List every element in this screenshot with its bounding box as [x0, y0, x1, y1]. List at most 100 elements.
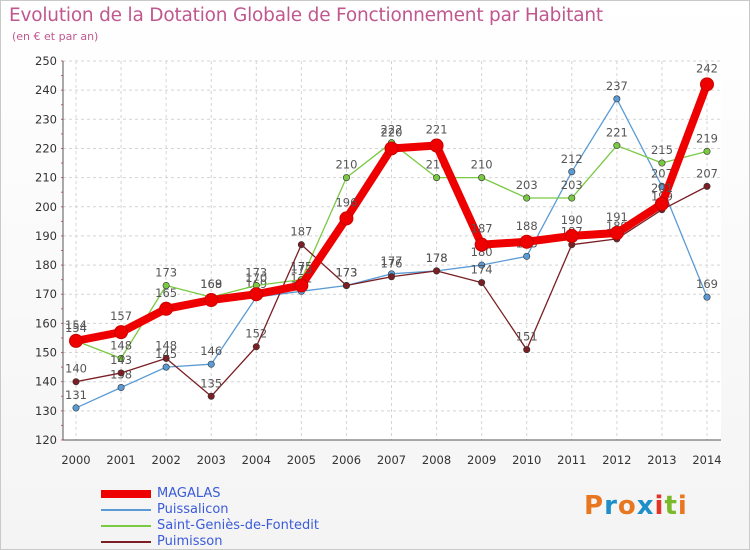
data-label: 154 [65, 321, 87, 335]
data-label: 187 [471, 222, 493, 236]
data-point [519, 234, 534, 249]
data-point [700, 77, 714, 92]
x-tick-label: 2001 [106, 453, 135, 467]
x-tick-label: 2014 [692, 453, 721, 467]
data-point [207, 360, 215, 368]
plot-area [63, 61, 721, 440]
data-label: 215 [651, 143, 673, 157]
data-point [387, 273, 395, 281]
x-tick-label: 2002 [152, 453, 181, 467]
data-label: 165 [155, 286, 177, 300]
data-point [433, 267, 441, 275]
data-point [478, 261, 486, 269]
data-label: 220 [381, 125, 403, 139]
data-point [478, 174, 486, 182]
x-tick-label: 2012 [602, 453, 631, 467]
y-tick-label: 200 [35, 200, 57, 214]
data-point [294, 278, 309, 293]
data-point [252, 343, 260, 351]
data-point [613, 142, 621, 150]
y-tick-label: 130 [35, 404, 57, 418]
legend-label: Saint-Geniès-de-Fontedit [157, 518, 319, 533]
data-label: 207 [696, 166, 718, 180]
logo-letter: r [604, 491, 618, 521]
data-label: 143 [110, 353, 132, 367]
data-point [654, 196, 669, 211]
data-label: 222 [381, 123, 403, 137]
x-tick-label: 2011 [557, 453, 586, 467]
data-label: 242 [696, 61, 718, 75]
data-point [69, 333, 83, 348]
data-point [162, 363, 170, 371]
x-tick-label: 2005 [287, 453, 316, 467]
data-label: 187 [290, 225, 312, 239]
chart-subtitle: (en € et par an) [12, 30, 99, 43]
data-label: 154 [65, 318, 87, 332]
data-label: 203 [561, 178, 583, 192]
data-point [433, 174, 441, 182]
data-label: 169 [696, 277, 718, 291]
x-tick-label: 2006 [332, 453, 361, 467]
logo-letter: x [636, 491, 655, 521]
data-label: 173 [290, 262, 312, 276]
legend-swatch [101, 490, 151, 498]
legend-swatch [101, 525, 151, 527]
data-point [564, 228, 579, 243]
data-label: 173 [245, 265, 267, 279]
data-label: 203 [516, 178, 538, 192]
data-point [523, 194, 531, 202]
logo-letter: P [584, 491, 605, 521]
data-label: 152 [245, 327, 267, 341]
x-tick-label: 2009 [467, 453, 496, 467]
chart-title: Evolution de la Dotation Globale de Fonc… [9, 5, 603, 26]
data-point [429, 138, 444, 153]
data-label: 237 [606, 79, 628, 93]
data-label: 191 [606, 210, 628, 224]
data-point [613, 95, 621, 103]
y-tick-label: 180 [35, 258, 57, 272]
data-point [162, 354, 170, 362]
data-label: 145 [155, 347, 177, 361]
y-tick-label: 240 [35, 83, 57, 97]
data-label: 169 [200, 277, 222, 291]
data-label: 173 [155, 265, 177, 279]
data-point [204, 293, 219, 308]
data-point [342, 281, 350, 289]
data-label: 207 [651, 166, 673, 180]
data-label: 140 [65, 362, 87, 376]
y-tick-label: 210 [35, 171, 57, 185]
data-point [72, 404, 80, 412]
data-label: 212 [561, 152, 583, 166]
data-label: 176 [381, 257, 403, 271]
y-tick-label: 120 [35, 433, 57, 447]
data-label: 174 [471, 263, 493, 277]
data-label: 188 [516, 219, 538, 233]
x-tick-label: 2008 [422, 453, 451, 467]
data-label: 178 [426, 251, 448, 265]
data-point [703, 147, 711, 155]
data-label: 210 [471, 158, 493, 172]
data-label: 131 [65, 388, 87, 402]
data-label: 173 [335, 265, 357, 279]
data-point [703, 182, 711, 190]
data-point [478, 279, 486, 287]
data-point [609, 226, 624, 241]
data-point [117, 384, 125, 392]
data-label: 210 [335, 158, 357, 172]
data-label: 178 [426, 251, 448, 265]
data-point [342, 174, 350, 182]
y-tick-label: 230 [35, 112, 57, 126]
x-tick-label: 2007 [377, 453, 406, 467]
data-label: 148 [110, 338, 132, 352]
y-tick-label: 220 [35, 141, 57, 155]
y-tick-label: 250 [35, 54, 57, 68]
data-point [162, 281, 170, 289]
data-point [72, 378, 80, 386]
data-label: 170 [245, 271, 267, 285]
data-label: 201 [651, 181, 673, 195]
data-label: 151 [516, 330, 538, 344]
data-point [297, 241, 305, 249]
y-tick-label: 190 [35, 229, 57, 243]
data-label: 196 [335, 195, 357, 209]
data-label: 173 [335, 265, 357, 279]
